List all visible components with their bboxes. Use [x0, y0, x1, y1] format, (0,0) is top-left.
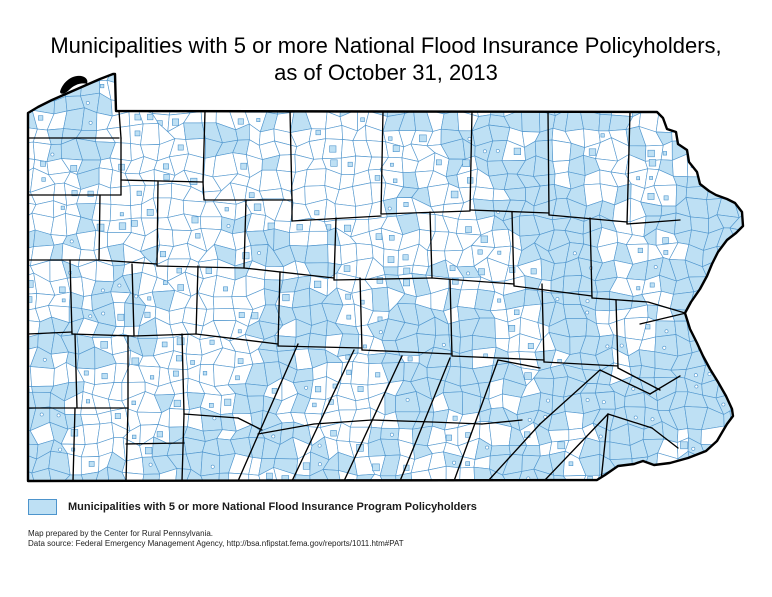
credit-prepared-by: Map prepared by the Center for Rural Pen…	[28, 529, 213, 538]
presque-isle-peninsula	[60, 75, 88, 94]
page-title-line1: Municipalities with 5 or more National F…	[50, 33, 722, 58]
map-credits: Map prepared by the Center for Rural Pen…	[28, 529, 404, 549]
pa-map-svg	[26, 72, 745, 483]
page-title-line2: as of October 31, 2013	[274, 60, 498, 85]
county-borders	[28, 110, 687, 481]
credit-data-source: Data source: Federal Emergency Managemen…	[28, 539, 404, 548]
legend-label: Municipalities with 5 or more National F…	[68, 501, 477, 513]
legend: Municipalities with 5 or more National F…	[28, 499, 477, 515]
state-outline	[26, 72, 745, 483]
municipality-mosaic	[28, 74, 743, 481]
legend-swatch	[28, 499, 57, 515]
page-title: Municipalities with 5 or more National F…	[0, 32, 772, 86]
